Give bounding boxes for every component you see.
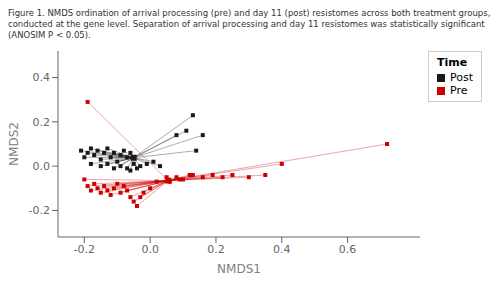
html-text:Post: Post xyxy=(450,71,473,84)
svg-text:-0.2: -0.2 xyxy=(29,204,50,217)
html-text:Time: Time xyxy=(437,56,468,69)
svg-text:0.6: 0.6 xyxy=(339,243,357,256)
svg-text:NMDS2: NMDS2 xyxy=(8,122,21,166)
html-text:Pre: Pre xyxy=(450,84,468,97)
svg-text:0.4: 0.4 xyxy=(33,71,51,84)
svg-text:0.0: 0.0 xyxy=(141,243,159,256)
svg-text:0.2: 0.2 xyxy=(207,243,225,256)
svg-text:0.2: 0.2 xyxy=(33,116,51,129)
html-text:Figure 1. NMDS ordination of a: Figure 1. NMDS ordination of arrival pro… xyxy=(8,8,491,40)
svg-text:0.4: 0.4 xyxy=(273,243,291,256)
svg-text:-0.2: -0.2 xyxy=(74,243,95,256)
svg-text:0.0: 0.0 xyxy=(33,160,51,173)
svg-text:NMDS1: NMDS1 xyxy=(217,262,261,276)
